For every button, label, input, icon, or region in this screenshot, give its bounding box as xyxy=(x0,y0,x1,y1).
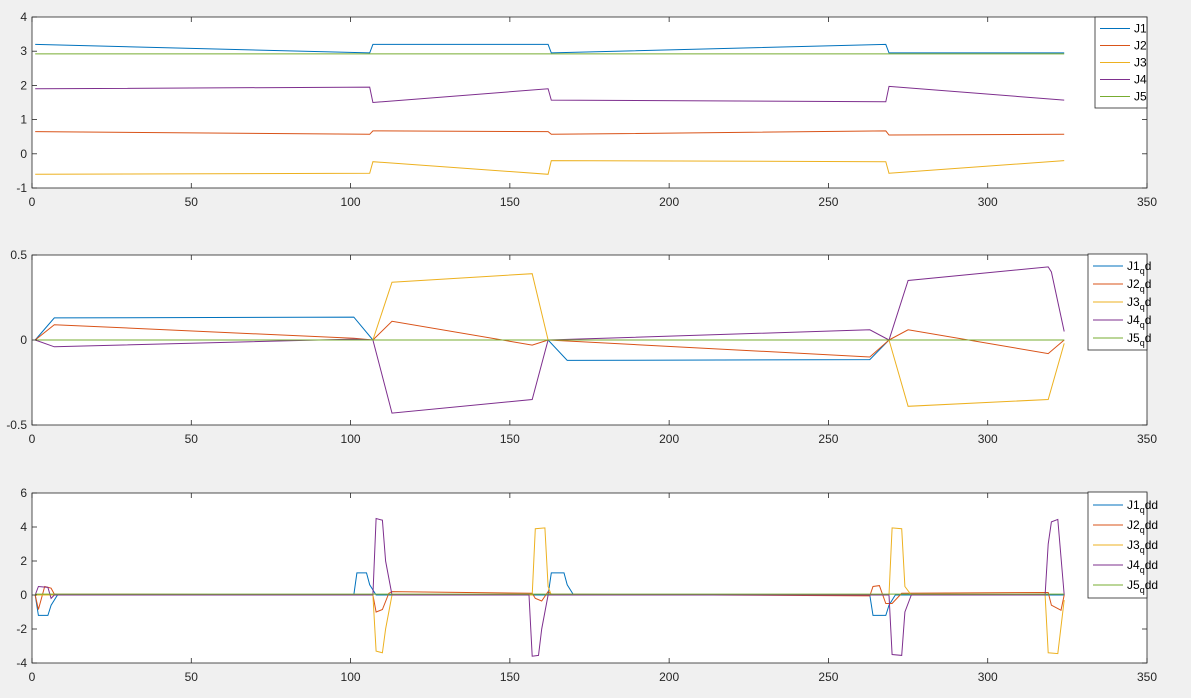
y-tick-label: 2 xyxy=(20,78,27,92)
legend-label-1: J1qdd xyxy=(1127,498,1158,515)
x-tick-label: 50 xyxy=(185,432,199,446)
plot-area xyxy=(32,493,1147,663)
legend-label-4: J4qd xyxy=(1127,313,1151,330)
y-tick-label: 4 xyxy=(20,520,27,534)
y-tick-label: 3 xyxy=(20,44,27,58)
x-tick-label: 350 xyxy=(1137,670,1157,684)
x-tick-label: 0 xyxy=(29,670,36,684)
subplot-joint-accelerations: 0 50 100 150 200 250 300 350-4-20246J1qddJ2qddJ… xyxy=(16,486,1158,684)
y-tick-label: 6 xyxy=(20,486,27,500)
series-line-4 xyxy=(35,85,1065,104)
y-tick-label: 0 xyxy=(20,588,27,602)
y-tick-label: 0.5 xyxy=(10,248,27,262)
series-line-2 xyxy=(35,130,1065,136)
series-line-1 xyxy=(35,43,1065,54)
legend-label-2: J2qd xyxy=(1127,277,1151,294)
legend-label-5: J5qd xyxy=(1127,331,1151,348)
y-tick-label: -1 xyxy=(16,181,27,195)
legend-label-3: J3qdd xyxy=(1127,538,1158,555)
legend-label-2: J2qdd xyxy=(1127,518,1158,535)
y-tick-label: -2 xyxy=(16,622,27,636)
x-tick-label: 350 xyxy=(1137,432,1157,446)
y-tick-label: 2 xyxy=(20,554,27,568)
legend-label-4: J4 xyxy=(1134,73,1147,87)
y-tick-label: -0.5 xyxy=(6,418,27,432)
legend: J1qdd J2qdd J3qdd J4qdd J5qdd xyxy=(1087,491,1158,599)
x-tick-label: 50 xyxy=(185,670,199,684)
series-line-2 xyxy=(34,320,1065,358)
y-tick-label: -4 xyxy=(16,656,27,670)
y-tick-label: 0 xyxy=(20,333,27,347)
legend-label-3: J3 xyxy=(1134,56,1147,70)
x-tick-label: 150 xyxy=(500,195,520,209)
y-tick-label: 4 xyxy=(20,10,27,24)
y-tick-label: 1 xyxy=(20,113,27,127)
x-tick-label: 150 xyxy=(500,670,520,684)
x-tick-label: 150 xyxy=(500,432,520,446)
x-tick-label: 100 xyxy=(341,432,361,446)
legend-label-5: J5qdd xyxy=(1127,578,1158,595)
x-tick-label: 0 xyxy=(29,432,36,446)
legend-label-3: J3qd xyxy=(1127,295,1151,312)
x-tick-label: 200 xyxy=(659,670,679,684)
legend-label-4: J4qdd xyxy=(1127,558,1158,575)
legend-label-2: J2 xyxy=(1134,39,1147,53)
subplot-joint-velocities: 0 50 100 150 200 250 300 350-0.500.5J1qdJ2qdJ3q… xyxy=(6,248,1157,446)
x-tick-label: 350 xyxy=(1137,195,1157,209)
plot-area xyxy=(32,17,1147,188)
x-tick-label: 0 xyxy=(29,195,36,209)
series-line-4 xyxy=(34,517,1065,657)
x-tick-label: 250 xyxy=(818,432,838,446)
x-tick-label: 100 xyxy=(341,195,361,209)
x-tick-label: 200 xyxy=(659,432,679,446)
y-tick-label: 0 xyxy=(20,147,27,161)
x-tick-label: 300 xyxy=(978,670,998,684)
x-tick-label: 100 xyxy=(341,670,361,684)
legend: J1 J2 J3 J4 J5 xyxy=(1094,16,1148,109)
legend-label-1: J1 xyxy=(1134,22,1147,36)
x-tick-label: 50 xyxy=(185,195,199,209)
x-tick-label: 250 xyxy=(818,670,838,684)
x-tick-label: 300 xyxy=(978,432,998,446)
x-tick-label: 300 xyxy=(978,195,998,209)
legend-label-1: J1qd xyxy=(1127,259,1151,276)
legend-label-5: J5 xyxy=(1134,90,1147,104)
series-line-3 xyxy=(35,160,1065,175)
x-tick-label: 200 xyxy=(659,195,679,209)
x-tick-label: 250 xyxy=(818,195,838,209)
